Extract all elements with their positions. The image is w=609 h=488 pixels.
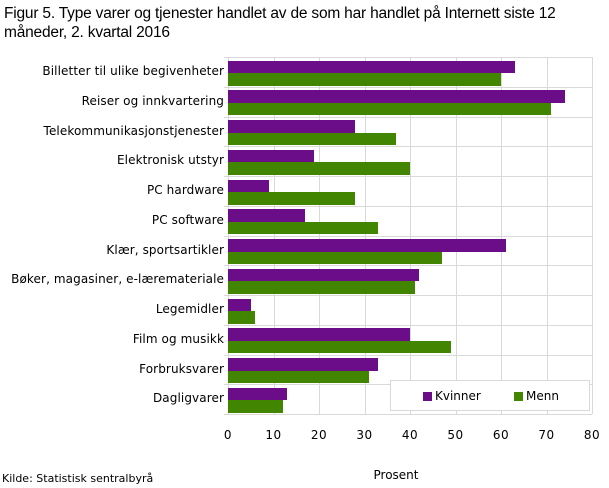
legend-item-menn: Menn (514, 389, 559, 403)
bar-menn[interactable] (228, 251, 442, 264)
bar-menn[interactable] (228, 340, 451, 354)
x-tick-label: 10 (265, 428, 282, 442)
row-separator (224, 235, 592, 237)
bar-kvinner[interactable] (228, 149, 315, 163)
bar-menn[interactable] (228, 73, 501, 86)
category-label: Dagligvarer (152, 391, 224, 406)
category-row (228, 236, 592, 266)
bar-kvinner[interactable] (228, 120, 356, 133)
category-row (228, 206, 592, 236)
row-separator (224, 414, 592, 415)
x-tick-label: 40 (401, 428, 419, 442)
row-separator (224, 176, 592, 177)
category-label: PC hardware (146, 183, 224, 197)
category-row (228, 146, 592, 176)
x-tick-label: 60 (492, 428, 510, 442)
legend-label-kvinner: Kvinner (435, 389, 481, 403)
category-row (228, 117, 592, 147)
bar-menn[interactable] (228, 132, 397, 145)
bar-kvinner[interactable] (228, 328, 410, 341)
category-label: Elektronisk utstyr (116, 153, 224, 168)
legend-swatch-kvinner (423, 391, 432, 401)
category-row (228, 295, 592, 325)
bar-kvinner[interactable] (228, 298, 251, 311)
category-label: Billetter til ulike begivenheter (42, 64, 224, 78)
category-label: Legemidler (155, 302, 224, 316)
bar-kvinner[interactable] (228, 268, 420, 282)
category-row (228, 355, 592, 385)
row-separator (224, 205, 592, 207)
legend-label-menn: Menn (526, 389, 559, 403)
category-label: PC software (151, 212, 224, 227)
x-tick-label: 20 (310, 428, 328, 442)
bar-menn[interactable] (228, 102, 552, 116)
source-note: Kilde: Statistisk sentralbyrå (2, 472, 154, 485)
bar-menn[interactable] (228, 370, 370, 383)
category-row (228, 176, 592, 206)
category-label: Forbruksvarer (139, 361, 224, 376)
row-separator (224, 295, 592, 296)
row-separator (224, 116, 592, 118)
bar-kvinner[interactable] (228, 60, 515, 73)
bar-menn[interactable] (228, 281, 415, 294)
bar-kvinner[interactable] (228, 239, 506, 252)
legend-swatch-menn (514, 391, 523, 401)
bar-menn[interactable] (228, 162, 410, 175)
legend-item-kvinner: Kvinner (423, 389, 481, 403)
category-row (228, 57, 592, 87)
category-row (228, 87, 592, 117)
x-tick-label: 50 (447, 428, 464, 442)
x-tick-label: 70 (538, 428, 555, 442)
category-row (228, 384, 592, 414)
category-label: Reiser og innkvartering (81, 93, 224, 108)
gridline (592, 57, 593, 414)
x-tick-label: 30 (356, 428, 373, 442)
chart-title: Figur 5. Type varer og tjenester handlet… (4, 5, 556, 41)
row-separator (224, 146, 592, 148)
category-label: Film og musikk (132, 331, 224, 346)
bar-menn[interactable] (228, 311, 256, 324)
legend: Kvinner Menn (390, 380, 590, 411)
bar-menn[interactable] (228, 192, 356, 205)
plot-area (224, 57, 593, 415)
row-separator (224, 324, 592, 326)
row-separator (224, 57, 592, 58)
x-tick-label: 0 (223, 428, 233, 442)
bar-menn[interactable] (228, 400, 283, 413)
bar-menn[interactable] (228, 221, 379, 235)
category-label: Bøker, magasiner, e-læremateriale (11, 272, 224, 287)
row-separator (224, 86, 592, 88)
bar-kvinner[interactable] (228, 179, 269, 192)
x-tick-label: 80 (583, 428, 601, 442)
category-row (228, 265, 592, 295)
bar-kvinner[interactable] (228, 90, 565, 103)
category-label: Klær, sportsartikler (106, 242, 224, 257)
x-axis-title: Prosent (373, 468, 419, 482)
bar-kvinner[interactable] (228, 387, 288, 401)
bar-kvinner[interactable] (228, 358, 379, 371)
bar-kvinner[interactable] (228, 209, 306, 222)
category-label: Telekommunikasjonstjenester (43, 123, 224, 138)
row-separator (224, 265, 592, 267)
category-row (228, 325, 592, 355)
row-separator (224, 354, 592, 356)
